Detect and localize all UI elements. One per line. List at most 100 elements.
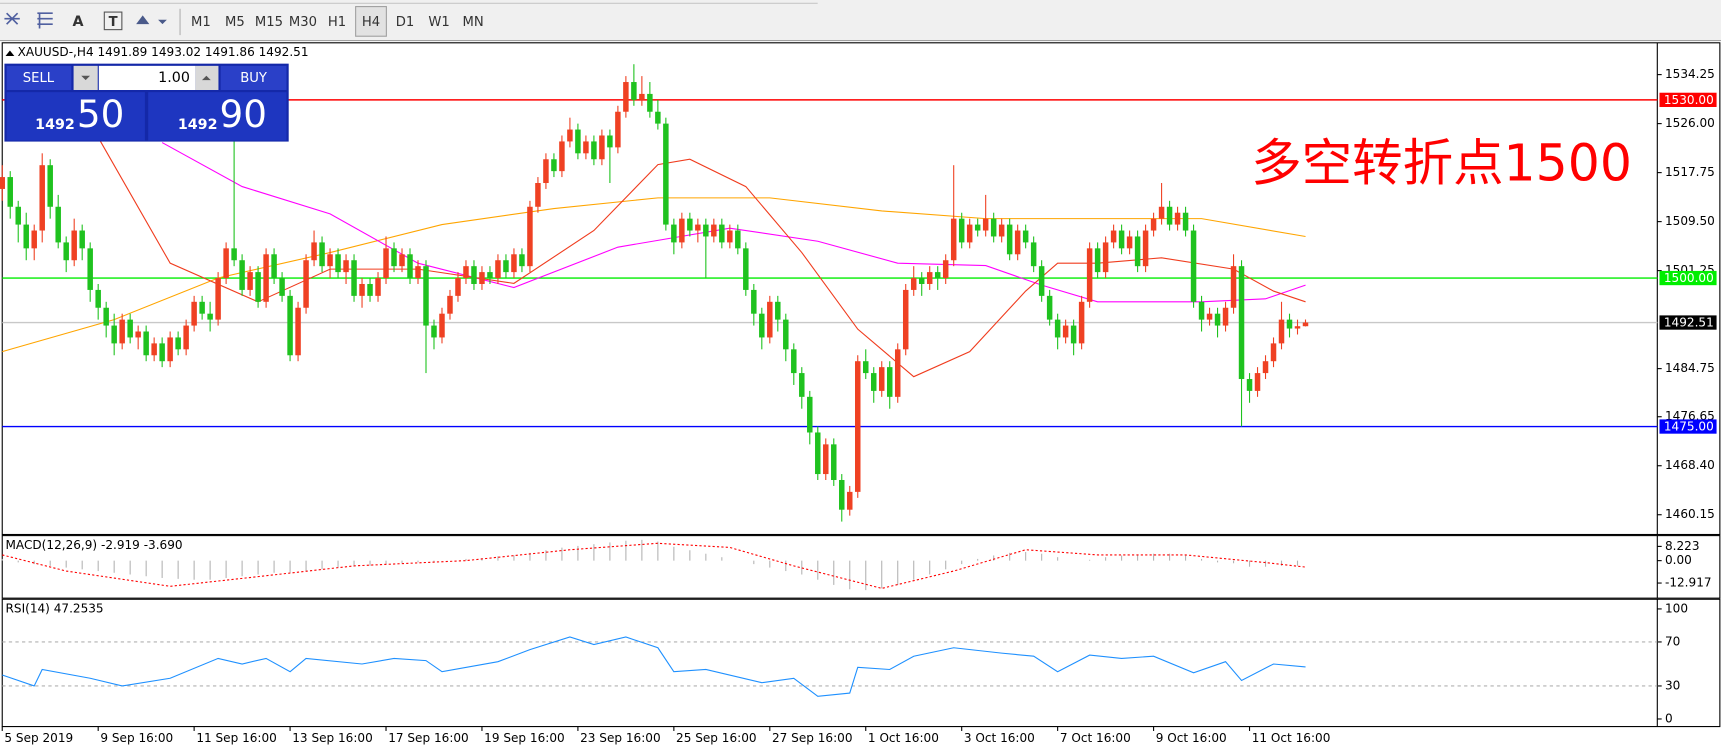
lot-value[interactable]: 1.00 <box>158 70 190 86</box>
label-tool-box[interactable] <box>103 11 123 31</box>
candle-body <box>471 266 477 284</box>
candle-body <box>255 272 261 302</box>
candle-body <box>1070 325 1077 344</box>
candle-body <box>127 319 133 338</box>
bid-small[interactable]: 50 <box>77 92 124 136</box>
candle-body <box>1094 248 1101 273</box>
lot-input[interactable] <box>98 65 196 90</box>
candle-body <box>878 367 885 391</box>
candle-body <box>910 278 917 290</box>
candle-body <box>639 93 645 100</box>
price-line-label: 1492.51 <box>1664 316 1714 330</box>
candle-body <box>759 313 765 338</box>
timeframe-button[interactable]: M5 <box>225 15 245 30</box>
candle-body <box>631 82 637 100</box>
price-line-label: 1475.00 <box>1664 420 1714 434</box>
y-tick-label: 1468.40 <box>1665 458 1715 472</box>
candle-body <box>1230 266 1237 308</box>
candle-body <box>1102 242 1109 273</box>
lines-icon[interactable] <box>37 12 53 29</box>
candle-body <box>263 254 269 302</box>
timeframe-button[interactable]: M1 <box>191 15 211 30</box>
x-tick-label: 5 Sep 2019 <box>4 731 73 745</box>
charts: 1534.251526.001517.751509.501501.251484.… <box>0 42 1721 745</box>
y-tick-label: -12.917 <box>1665 576 1712 590</box>
candle-body <box>215 278 221 320</box>
candle-body <box>751 289 757 314</box>
candle-body <box>783 319 789 350</box>
buy-button[interactable] <box>220 65 287 90</box>
price-line-box <box>1659 270 1717 286</box>
candle-body <box>1190 230 1197 302</box>
x-tick-label: 27 Sep 16:00 <box>772 731 853 745</box>
candle-body <box>1286 319 1293 329</box>
rsi-line <box>2 636 1306 697</box>
candle-body <box>247 272 253 290</box>
timeframe-button[interactable]: W1 <box>428 15 449 30</box>
candle-body <box>1134 236 1141 267</box>
candle-body <box>711 224 717 237</box>
candle-body <box>727 230 733 243</box>
sell-button[interactable] <box>6 65 72 90</box>
ask-box[interactable] <box>148 92 287 141</box>
candle-body <box>1054 319 1061 338</box>
y-tick-label: 0.00 <box>1665 553 1692 567</box>
candle-body <box>119 319 125 344</box>
candle-body <box>567 129 573 142</box>
trade-panel: SELL 1.00 BUY 1492 50 1492 90 <box>4 63 289 142</box>
ask-small[interactable]: 90 <box>220 92 267 136</box>
y-tick-label: 1534.25 <box>1665 67 1715 81</box>
candle-body <box>1254 373 1261 391</box>
timeframe-button[interactable]: MN <box>462 15 483 30</box>
timeframe-button[interactable]: M15 <box>255 15 283 30</box>
arrows-icon[interactable] <box>136 15 167 25</box>
toolbar: A T M1 M5 M15 M30 H1 H4 D1 W1 MN <box>0 0 1721 42</box>
candle-body <box>103 307 109 326</box>
candle-body <box>974 224 981 231</box>
candle-body <box>687 218 693 231</box>
toolbar-bg <box>0 0 1721 41</box>
candle-body <box>918 278 925 284</box>
panel-frame <box>1 598 1721 728</box>
price-line-label: 1530.00 <box>1664 93 1714 107</box>
label-tool[interactable]: T <box>109 15 118 30</box>
candle-body <box>1006 224 1013 255</box>
candle-body <box>551 159 557 172</box>
x-tick-label: 23 Sep 16:00 <box>580 731 661 745</box>
candle-body <box>1022 230 1029 243</box>
candle-body <box>990 218 997 237</box>
timeframe-button[interactable]: H4 <box>362 15 380 30</box>
candle-body <box>1110 230 1117 243</box>
bid-big[interactable]: 1492 <box>35 117 75 133</box>
candle-body <box>239 260 245 290</box>
candle-body <box>1078 301 1085 344</box>
panel-frame <box>1 535 1721 599</box>
buy-label[interactable]: BUY <box>240 71 268 86</box>
text-tool[interactable]: A <box>72 14 83 30</box>
timeframe-button[interactable]: D1 <box>396 15 415 30</box>
candle-body <box>807 396 813 433</box>
timeframe-button[interactable]: H1 <box>328 15 346 30</box>
candle-body <box>583 141 589 154</box>
candle-body <box>31 230 37 249</box>
panel-frame <box>1 42 1721 536</box>
crosshair-icon[interactable] <box>4 12 20 25</box>
candle-body <box>791 349 797 374</box>
candle-body <box>167 337 173 362</box>
price-line-box <box>1659 92 1717 107</box>
candle-body <box>367 283 373 296</box>
bid-box[interactable] <box>6 92 145 141</box>
ask-big[interactable]: 1492 <box>178 117 218 133</box>
candle-body <box>671 224 677 243</box>
lot-up-arrow <box>201 75 211 81</box>
candle-body <box>15 206 21 225</box>
price-line-box <box>1659 315 1717 330</box>
timeframe-button[interactable]: M30 <box>289 15 317 30</box>
sell-label[interactable]: SELL <box>23 71 55 86</box>
x-tick-label: 7 Oct 16:00 <box>1060 731 1131 745</box>
candle-body <box>1118 230 1125 249</box>
x-tick-label: 25 Sep 16:00 <box>676 731 757 745</box>
candle-body <box>199 301 205 314</box>
candle-body <box>87 248 93 290</box>
